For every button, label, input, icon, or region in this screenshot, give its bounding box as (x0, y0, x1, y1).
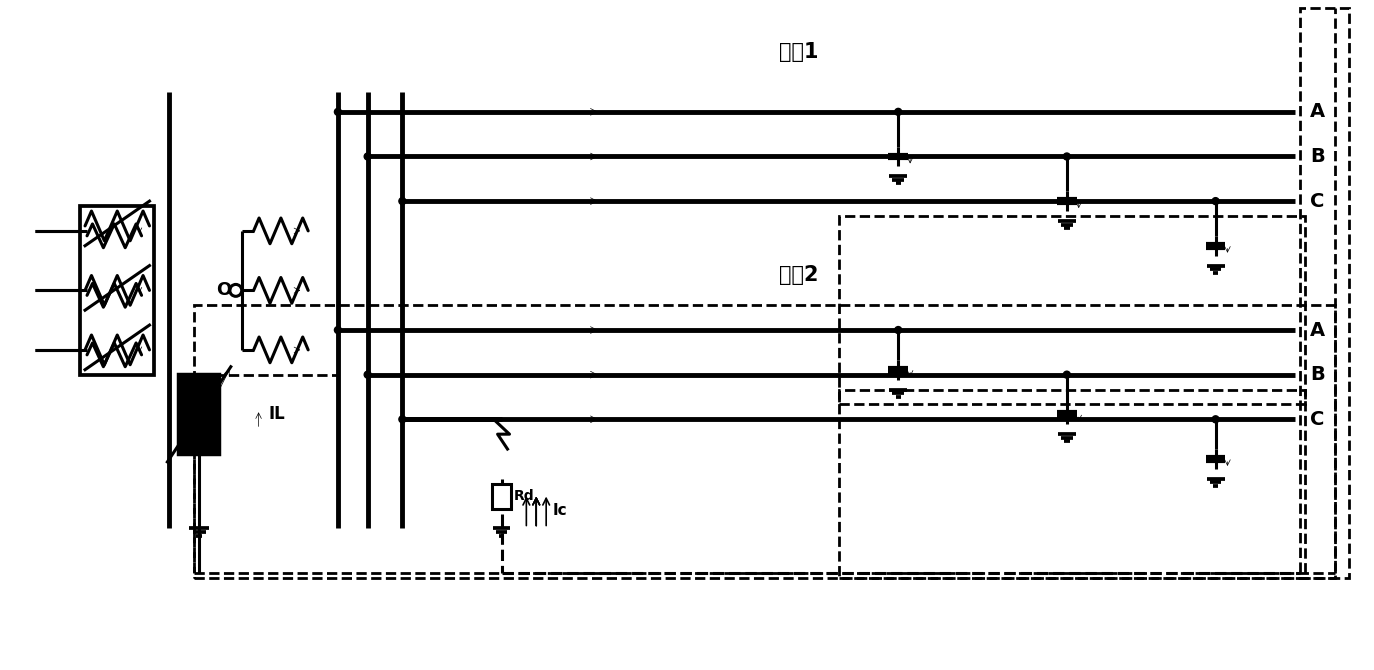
Text: Rd: Rd (514, 489, 534, 503)
Bar (838, 216, 1305, 405)
Circle shape (334, 109, 341, 115)
Text: 线路1: 线路1 (779, 42, 819, 62)
Text: B: B (1309, 147, 1325, 166)
Bar (492, 484, 511, 509)
Circle shape (894, 109, 901, 115)
Circle shape (364, 153, 371, 160)
Text: A: A (1309, 103, 1325, 121)
Text: C: C (1309, 192, 1325, 210)
Text: 线路2: 线路2 (779, 265, 819, 285)
Text: IL: IL (268, 405, 286, 423)
Circle shape (894, 326, 901, 334)
Circle shape (1212, 198, 1219, 204)
Text: A: A (1309, 320, 1325, 340)
Circle shape (364, 371, 371, 378)
Circle shape (398, 416, 405, 423)
Bar (838, 389, 1305, 578)
Bar (179, 375, 218, 454)
Circle shape (1063, 153, 1070, 160)
Circle shape (1063, 371, 1070, 378)
Text: Ic: Ic (554, 503, 567, 518)
Circle shape (398, 198, 405, 204)
Text: B: B (1309, 365, 1325, 384)
Text: C: C (1309, 410, 1325, 429)
Bar (1300, 8, 1349, 578)
Bar (194, 306, 1334, 578)
Text: O: O (216, 281, 231, 299)
FancyBboxPatch shape (80, 206, 154, 375)
Circle shape (1212, 416, 1219, 423)
Circle shape (334, 326, 341, 334)
